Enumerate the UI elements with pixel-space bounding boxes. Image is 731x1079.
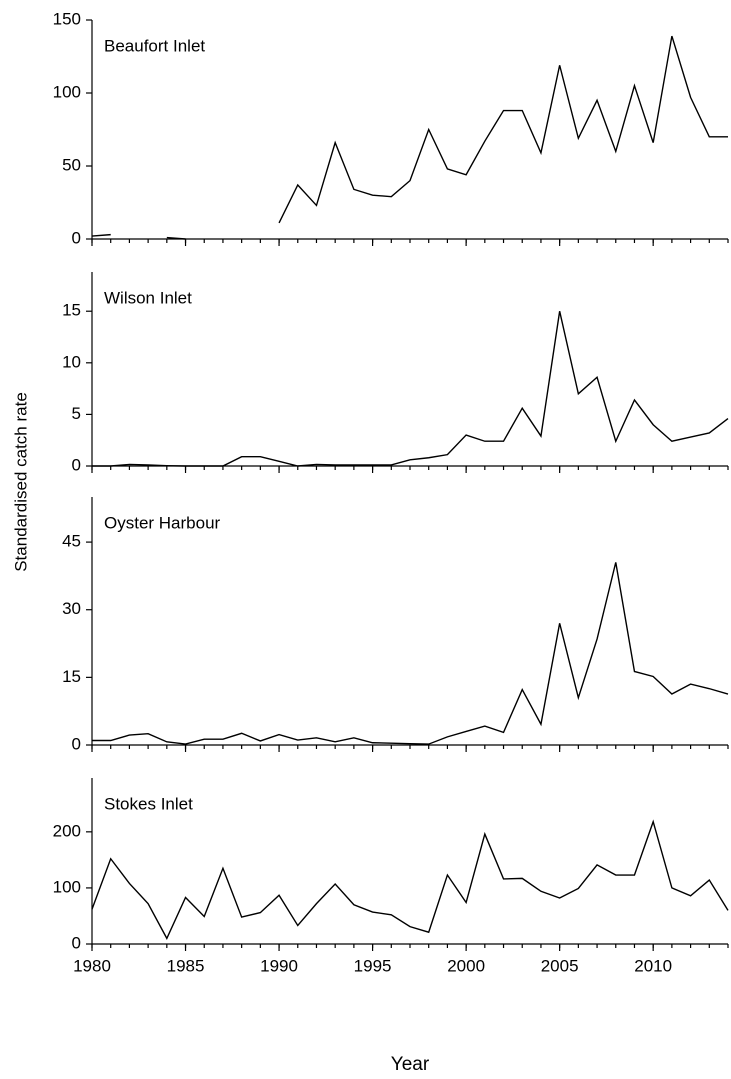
y-tick-label: 15 [62,667,81,686]
y-tick-label: 30 [62,599,81,618]
data-line [92,311,729,467]
data-line [92,562,729,745]
panel-title: Oyster Harbour [104,513,221,532]
x-tick-label: 2010 [634,956,672,975]
y-tick-label: 150 [53,9,81,28]
x-tick-label: 1995 [354,956,392,975]
panel-title: Beaufort Inlet [104,36,205,55]
y-tick-label: 0 [72,455,81,474]
y-tick-label: 5 [72,404,81,423]
y-axis-label: Standardised catch rate [11,392,30,572]
y-tick-label: 0 [72,734,81,753]
x-tick-label: 2000 [447,956,485,975]
y-tick-label: 15 [62,301,81,320]
x-tick-label: 1990 [260,956,298,975]
data-line [91,35,728,240]
y-tick-label: 45 [62,532,81,551]
y-tick-label: 10 [62,352,81,371]
y-tick-label: 100 [53,877,81,896]
y-tick-label: 0 [72,933,81,952]
y-tick-label: 0 [72,228,81,247]
x-tick-label: 2005 [541,956,579,975]
y-tick-label: 200 [53,821,81,840]
data-line [91,819,729,940]
y-tick-label: 100 [53,82,81,101]
y-tick-label: 50 [62,155,81,174]
panel-title: Wilson Inlet [104,288,192,307]
panel-title: Stokes Inlet [104,794,193,813]
x-tick-label: 1980 [73,956,111,975]
x-tick-label: 1985 [167,956,205,975]
x-axis-label: Year [391,1054,430,1075]
